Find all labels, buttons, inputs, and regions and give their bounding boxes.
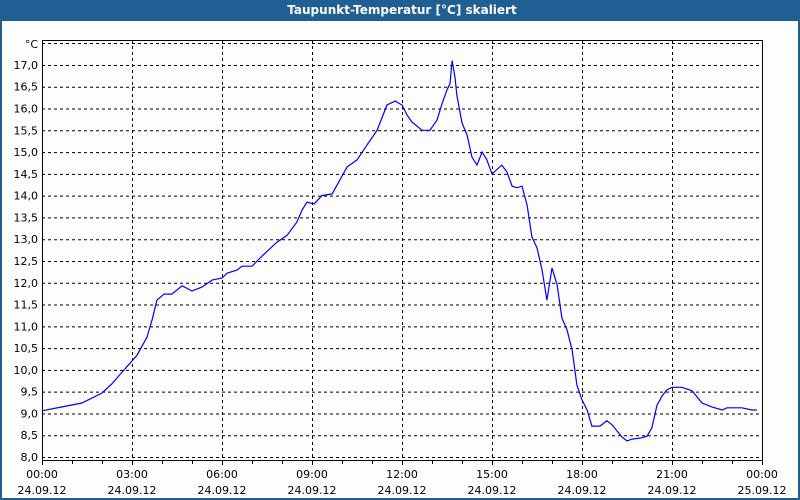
x-tick-date: 24.09.12 <box>108 484 157 497</box>
x-tick-date: 24.09.12 <box>288 484 337 497</box>
x-tick-time: 15:00 <box>476 468 508 481</box>
y-tick-label: 10,0 <box>14 364 39 377</box>
y-tick-label: 11,5 <box>14 299 39 312</box>
x-tick-time: 18:00 <box>566 468 598 481</box>
x-tick-time: 21:00 <box>656 468 688 481</box>
y-tick-label: 11,0 <box>14 320 39 333</box>
y-unit-label: °C <box>25 38 39 51</box>
y-tick-label: 17,0 <box>14 59 39 72</box>
x-tick-date: 24.09.12 <box>198 484 247 497</box>
y-tick-label: 12,0 <box>14 277 39 290</box>
x-tick-date: 24.09.12 <box>468 484 517 497</box>
x-tick-time: 00:00 <box>26 468 58 481</box>
x-tick-time: 03:00 <box>116 468 148 481</box>
y-tick-label: 10,5 <box>14 342 39 355</box>
y-tick-label: 13,5 <box>14 211 39 224</box>
y-tick-label: 12,5 <box>14 255 39 268</box>
x-tick-date: 24.09.12 <box>18 484 67 497</box>
y-tick-label: 15,5 <box>14 124 39 137</box>
x-tick-date: 24.09.12 <box>378 484 427 497</box>
y-tick-label: 15,0 <box>14 146 39 159</box>
y-tick-label: 16,5 <box>14 81 39 94</box>
x-tick-time: 00:00 <box>746 468 778 481</box>
x-tick-date: 24.09.12 <box>558 484 607 497</box>
y-tick-label: 16,0 <box>14 103 39 116</box>
y-tick-label: 14,0 <box>14 190 39 203</box>
x-tick-time: 09:00 <box>296 468 328 481</box>
plot-frame <box>42 40 763 461</box>
y-tick-label: 9,0 <box>21 407 39 420</box>
x-tick-date: 25.09.12 <box>738 484 787 497</box>
y-tick-label: 9,5 <box>21 386 39 399</box>
x-tick-date: 24.09.12 <box>648 484 697 497</box>
y-tick-label: 13,0 <box>14 233 39 246</box>
series-line-taupunkt <box>41 60 757 442</box>
y-tick-label: 14,5 <box>14 168 39 181</box>
y-tick-label: 8,0 <box>21 451 39 464</box>
y-tick-label: 8,5 <box>21 429 39 442</box>
window-title: Taupunkt-Temperatur [°C] skaliert <box>2 0 800 21</box>
x-tick-time: 06:00 <box>206 468 238 481</box>
x-tick-time: 12:00 <box>386 468 418 481</box>
